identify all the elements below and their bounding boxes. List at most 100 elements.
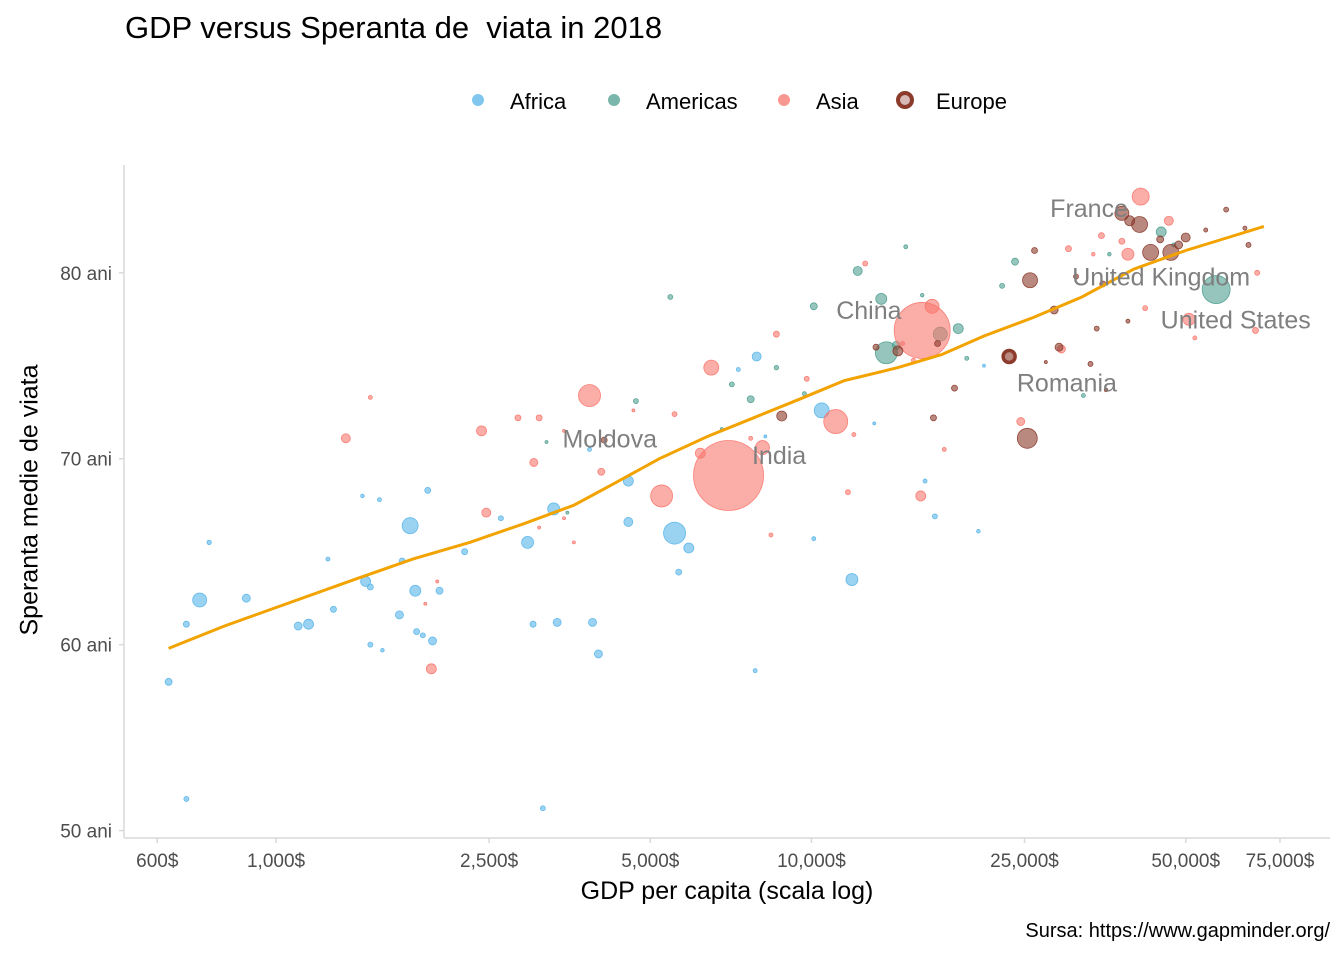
data-point	[409, 584, 422, 597]
legend-key-icon	[896, 91, 914, 109]
data-points	[164, 187, 1261, 812]
y-tick-label: 50 ani	[60, 822, 112, 843]
data-point	[772, 330, 780, 338]
data-point	[693, 440, 764, 511]
data-point	[872, 421, 877, 426]
data-point	[976, 529, 981, 534]
data-point	[325, 556, 331, 562]
data-point	[872, 343, 880, 351]
data-point	[529, 620, 537, 628]
data-point	[303, 618, 314, 630]
chart-legend: Africa Americas Asia Europe	[0, 86, 1344, 118]
legend-label: Americas	[646, 89, 738, 114]
data-point	[1054, 342, 1064, 352]
data-point	[537, 525, 542, 530]
data-point	[588, 617, 597, 627]
data-point	[367, 394, 373, 400]
series-africa	[164, 351, 986, 812]
data-point	[367, 641, 374, 648]
data-point	[1131, 187, 1150, 206]
data-point	[423, 601, 428, 606]
data-point	[999, 282, 1005, 289]
data-point	[562, 516, 566, 521]
country-label-moldova: Moldova	[562, 425, 657, 453]
legend-label: Asia	[816, 89, 859, 114]
trend-line-group	[168, 224, 1265, 650]
x-axis-title: GDP per capita (scala log)	[580, 877, 874, 905]
legend-key-icon	[608, 94, 620, 106]
data-point	[851, 432, 857, 437]
data-point	[1043, 360, 1048, 364]
highlight-group	[1001, 348, 1017, 365]
data-point	[552, 617, 562, 627]
y-tick-label: 60 ani	[60, 636, 112, 657]
data-point	[424, 486, 432, 494]
data-point	[675, 568, 683, 576]
data-point	[1107, 252, 1112, 257]
data-point	[728, 381, 735, 388]
x-tick-label: 2,500$	[460, 851, 519, 872]
data-point	[930, 414, 937, 422]
highlight-point	[1001, 348, 1017, 365]
data-point	[597, 467, 606, 476]
data-point	[1223, 206, 1230, 213]
data-point	[428, 636, 437, 646]
data-point	[845, 489, 851, 496]
data-point	[951, 384, 958, 392]
data-point	[1131, 216, 1148, 233]
trend-line	[168, 224, 1265, 650]
legend-label: Africa	[510, 89, 567, 114]
data-point	[395, 610, 404, 620]
data-point	[941, 447, 947, 452]
data-point	[663, 521, 686, 545]
data-point	[1022, 272, 1038, 289]
data-point	[920, 292, 925, 298]
data-point	[183, 796, 190, 802]
data-point	[241, 593, 251, 603]
data-point	[934, 340, 941, 347]
data-point	[915, 490, 927, 502]
data-point	[671, 411, 678, 418]
chart-title: GDP versus Speranta de viata in 2018	[125, 10, 663, 45]
data-point	[1065, 245, 1072, 253]
data-point	[964, 355, 970, 361]
data-point	[903, 244, 909, 250]
data-point	[862, 260, 869, 267]
data-point	[982, 363, 986, 368]
data-point	[1174, 240, 1184, 250]
country-label-united-states: United States	[1161, 306, 1311, 334]
legend-key-icon	[472, 94, 484, 106]
data-point	[924, 298, 940, 314]
data-point	[539, 805, 546, 812]
data-point	[667, 294, 674, 300]
data-point	[1155, 226, 1167, 238]
data-point	[809, 302, 818, 311]
data-point	[1192, 335, 1198, 341]
data-point	[746, 395, 755, 404]
data-point	[1254, 269, 1261, 276]
data-point	[340, 433, 351, 444]
data-point	[1182, 312, 1196, 326]
y-tick-label: 80 ani	[60, 264, 112, 285]
data-point	[380, 648, 385, 653]
data-point	[1087, 361, 1094, 367]
data-point	[206, 539, 212, 546]
data-point	[1242, 225, 1248, 231]
data-point	[623, 517, 634, 527]
y-tick-label: 70 ani	[60, 450, 112, 471]
data-point	[803, 375, 810, 382]
data-point	[1245, 242, 1252, 248]
data-point	[461, 548, 469, 556]
data-point	[498, 515, 504, 522]
data-point	[529, 458, 539, 467]
data-point	[763, 434, 768, 439]
data-point	[192, 592, 208, 608]
x-tick-label: 50,000$	[1151, 851, 1220, 872]
data-point	[1156, 235, 1165, 244]
country-label-france: France	[1050, 195, 1128, 223]
data-point	[164, 677, 173, 686]
data-point	[535, 414, 543, 422]
data-point	[1118, 237, 1126, 245]
data-point	[752, 668, 758, 674]
